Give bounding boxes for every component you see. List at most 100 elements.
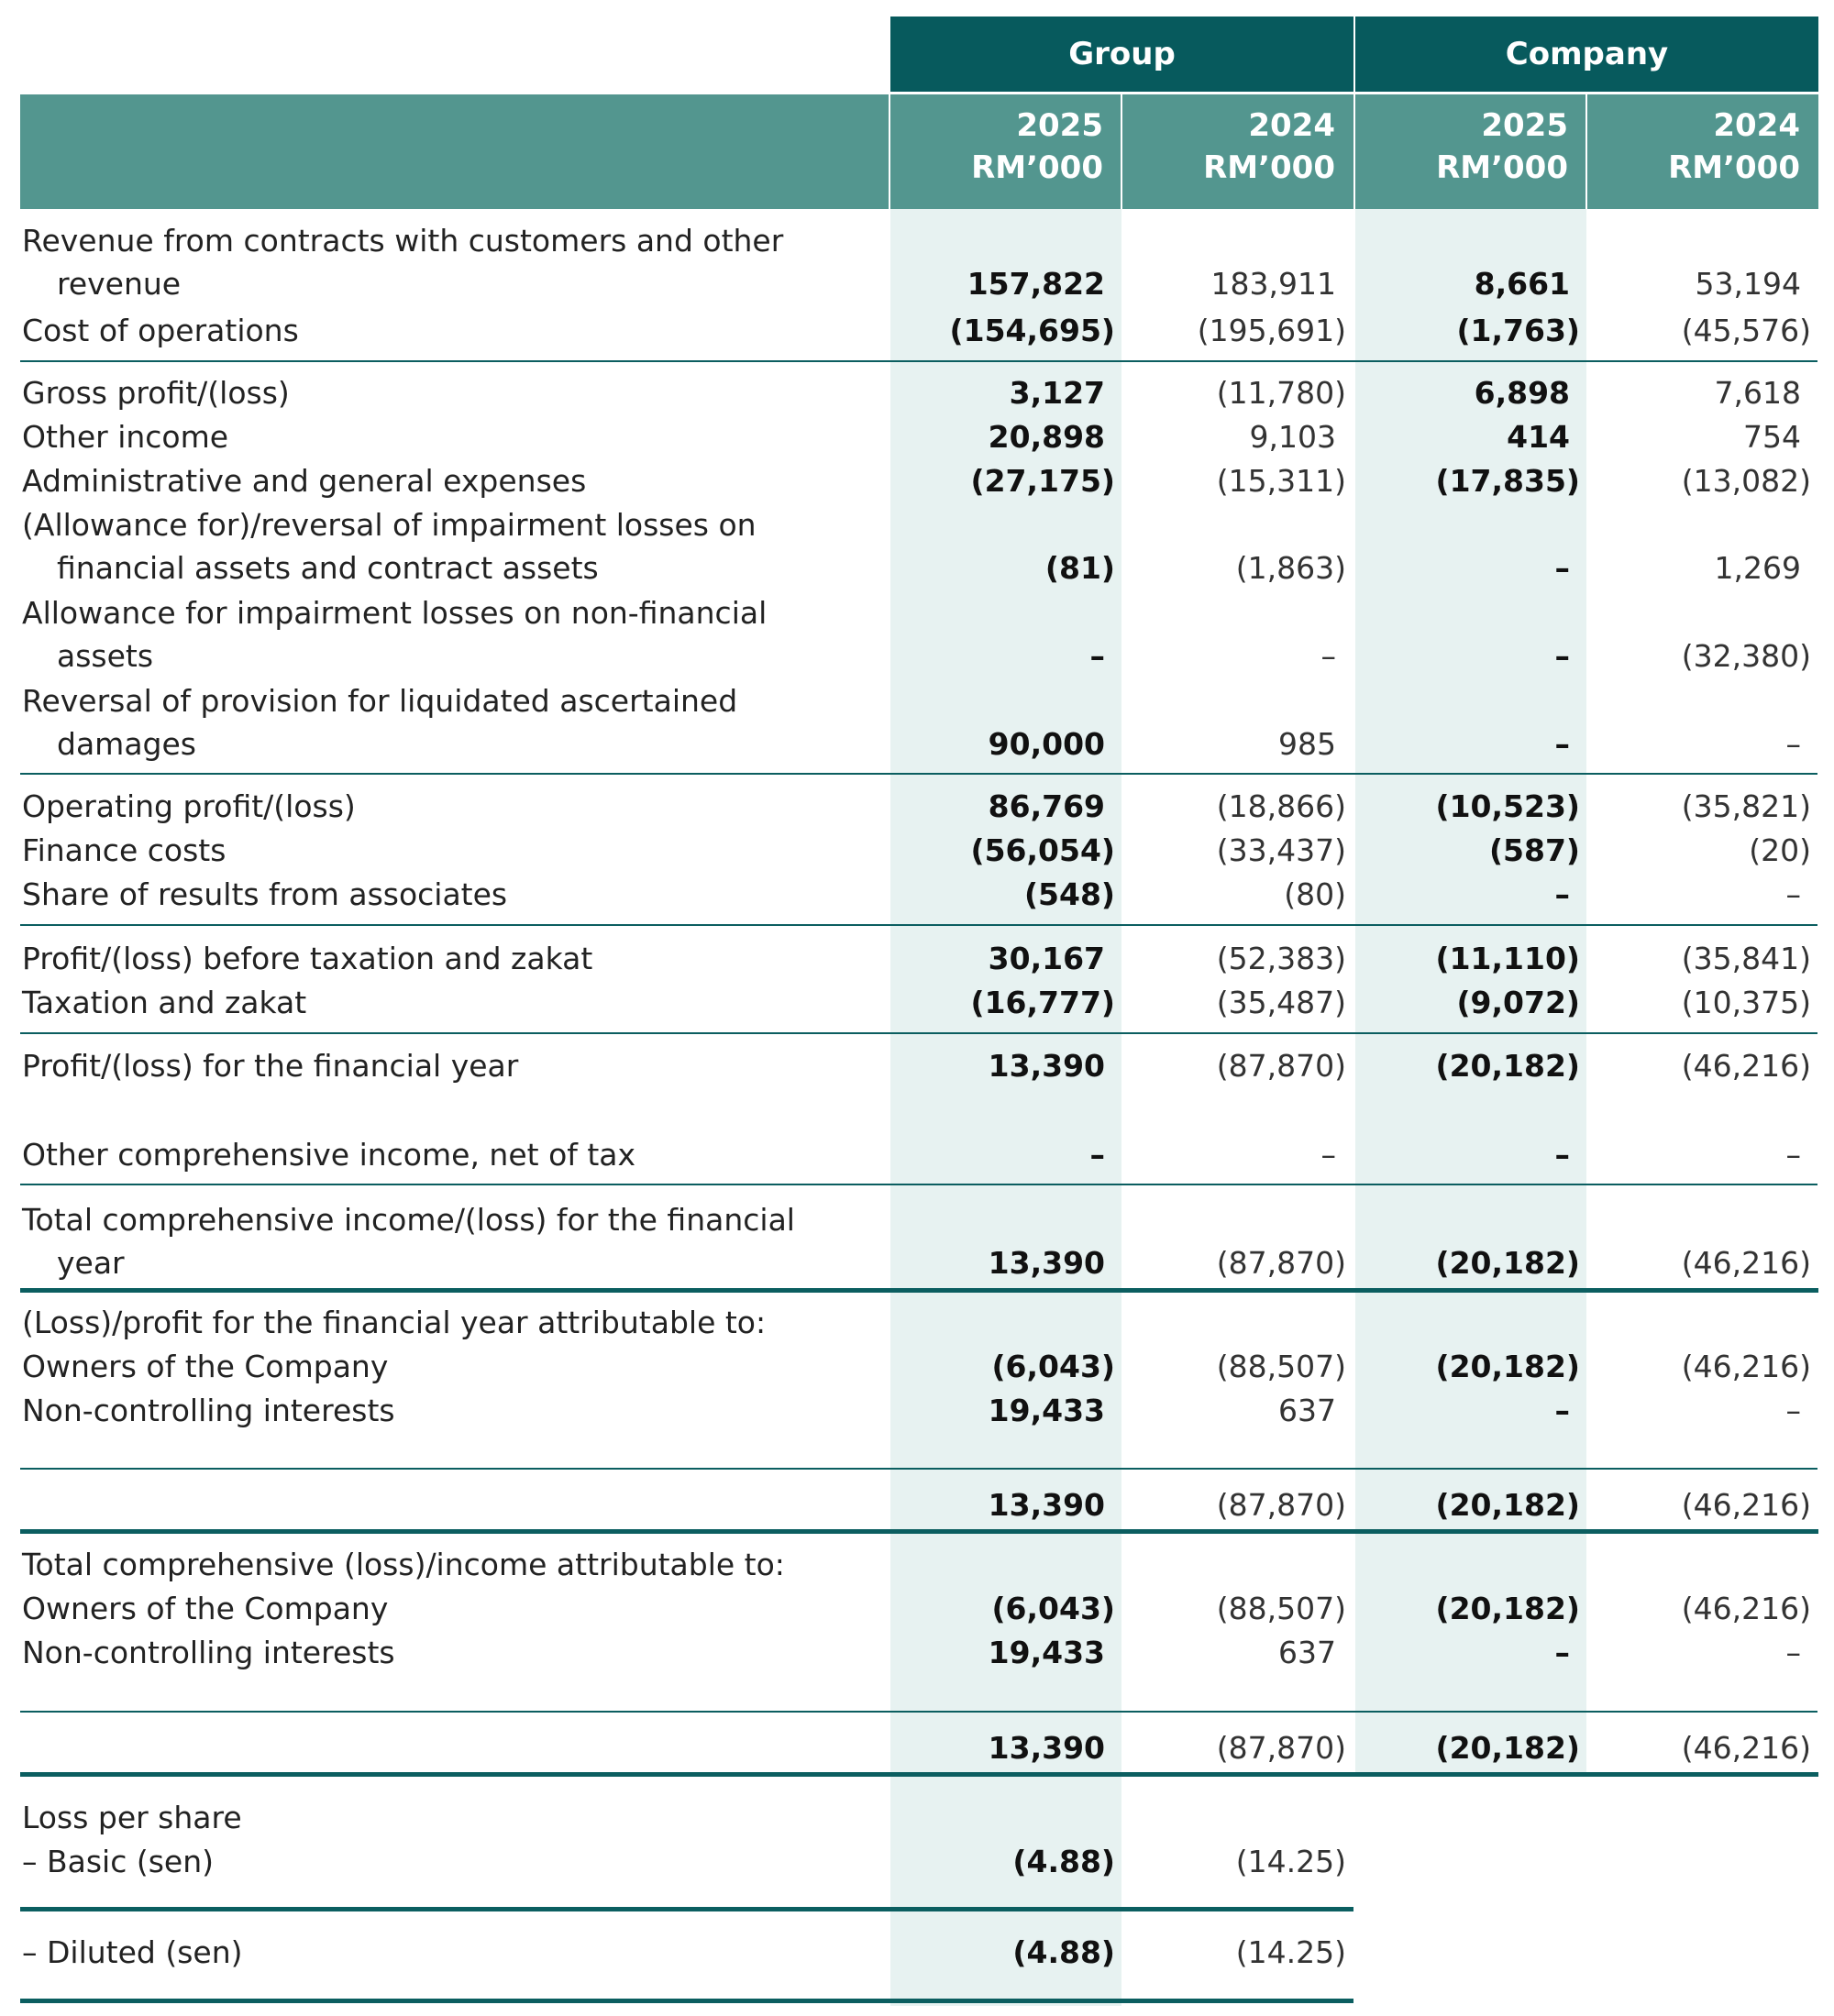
cell-value: (154,695) bbox=[949, 313, 1115, 348]
header-divider bbox=[1121, 94, 1122, 209]
company-2025-column-shade bbox=[1355, 209, 1586, 1777]
row-label: Operating profit/(loss) bbox=[22, 788, 356, 824]
row-label: revenue bbox=[57, 266, 182, 302]
row-label: Gross profit/(loss) bbox=[22, 375, 290, 411]
cell-value: (87,870) bbox=[1216, 1730, 1346, 1766]
row-label: damages bbox=[57, 726, 196, 762]
cell-value: (46,216) bbox=[1681, 1349, 1811, 1384]
cell-value: – bbox=[1554, 726, 1571, 762]
cell-value: – bbox=[1785, 876, 1802, 912]
cell-value: – bbox=[1089, 638, 1106, 674]
row-rule bbox=[20, 1711, 1817, 1713]
cell-value: (14.25) bbox=[1235, 1934, 1346, 1970]
cell-value: (46,216) bbox=[1681, 1730, 1811, 1766]
cell-value: 637 bbox=[1278, 1393, 1336, 1428]
cell-value: 90,000 bbox=[988, 726, 1105, 762]
cell-value: 9,103 bbox=[1249, 419, 1336, 455]
cell-value: (20) bbox=[1749, 832, 1811, 868]
cell-value: (10,523) bbox=[1435, 788, 1580, 824]
column-unit: RM’000 bbox=[971, 149, 1103, 186]
cell-value: (20,182) bbox=[1435, 1487, 1580, 1523]
row-label: (Allowance for)/reversal of impairment l… bbox=[22, 507, 757, 543]
cell-value: (20,182) bbox=[1435, 1591, 1580, 1626]
row-label: Total comprehensive (loss)/income attrib… bbox=[22, 1547, 785, 1582]
cell-value: (80) bbox=[1284, 876, 1346, 912]
cell-value: 13,390 bbox=[988, 1048, 1105, 1084]
column-year: 2024 bbox=[1713, 107, 1800, 144]
cell-value: (46,216) bbox=[1681, 1487, 1811, 1523]
cell-value: (11,110) bbox=[1435, 941, 1580, 976]
cell-value: (35,487) bbox=[1216, 985, 1346, 1020]
cell-value: (88,507) bbox=[1216, 1591, 1346, 1626]
cell-value: (16,777) bbox=[970, 985, 1115, 1020]
row-rule bbox=[20, 773, 1817, 775]
cell-value: (195,691) bbox=[1197, 313, 1346, 348]
header-columns-band bbox=[20, 94, 1818, 209]
row-label: Other income bbox=[22, 419, 229, 455]
column-unit: RM’000 bbox=[1203, 149, 1335, 186]
cell-value: (4.88) bbox=[1012, 1844, 1115, 1879]
cell-value: (587) bbox=[1488, 832, 1580, 868]
cell-value: (4.88) bbox=[1012, 1934, 1115, 1970]
cell-value: – bbox=[1554, 550, 1571, 586]
cell-value: (32,380) bbox=[1681, 638, 1811, 674]
cell-value: (6,043) bbox=[991, 1591, 1115, 1626]
row-label: Total comprehensive income/(loss) for th… bbox=[22, 1202, 795, 1238]
row-label: – Basic (sen) bbox=[22, 1844, 215, 1879]
cell-value: 7,618 bbox=[1714, 375, 1801, 411]
cell-value: (35,821) bbox=[1681, 788, 1811, 824]
cell-value: 183,911 bbox=[1210, 266, 1336, 302]
cell-value: (46,216) bbox=[1681, 1245, 1811, 1281]
column-year: 2025 bbox=[1016, 107, 1103, 144]
row-label: Profit/(loss) before taxation and zakat bbox=[22, 941, 593, 976]
cell-value: (35,841) bbox=[1681, 941, 1811, 976]
row-rule bbox=[20, 1184, 1817, 1185]
row-label: year bbox=[57, 1245, 125, 1281]
cell-value: (9,072) bbox=[1456, 985, 1580, 1020]
row-label: Taxation and zakat bbox=[22, 985, 307, 1020]
cell-value: 414 bbox=[1507, 419, 1570, 455]
cell-value: (548) bbox=[1023, 876, 1115, 912]
cell-value: 13,390 bbox=[988, 1245, 1105, 1281]
cell-value: (18,866) bbox=[1216, 788, 1346, 824]
cell-value: (45,576) bbox=[1681, 313, 1811, 348]
cell-value: (1,863) bbox=[1235, 550, 1346, 586]
row-label: Share of results from associates bbox=[22, 876, 508, 912]
row-label: Non-controlling interests bbox=[22, 1393, 395, 1428]
row-rule bbox=[20, 924, 1817, 926]
cell-value: – bbox=[1320, 638, 1337, 674]
cell-value: 1,269 bbox=[1714, 550, 1801, 586]
cell-value: 20,898 bbox=[988, 419, 1105, 455]
header-separator bbox=[20, 92, 1818, 94]
cell-value: 86,769 bbox=[988, 788, 1105, 824]
cell-value: (33,437) bbox=[1216, 832, 1346, 868]
row-label: Administrative and general expenses bbox=[22, 463, 587, 499]
cell-value: – bbox=[1089, 1137, 1106, 1173]
cell-value: 53,194 bbox=[1695, 266, 1801, 302]
cell-value: (20,182) bbox=[1435, 1245, 1580, 1281]
row-label: Cost of operations bbox=[22, 313, 299, 348]
cell-value: (87,870) bbox=[1216, 1048, 1346, 1084]
cell-value: – bbox=[1554, 1137, 1571, 1173]
cell-value: 985 bbox=[1278, 726, 1336, 762]
cell-value: (13,082) bbox=[1681, 463, 1811, 499]
cell-value: (17,835) bbox=[1435, 463, 1580, 499]
row-label: Other comprehensive income, net of tax bbox=[22, 1137, 636, 1173]
cell-value: (46,216) bbox=[1681, 1591, 1811, 1626]
header-divider bbox=[889, 17, 890, 209]
cell-value: 754 bbox=[1743, 419, 1801, 455]
row-label: Allowance for impairment losses on non-f… bbox=[22, 595, 768, 631]
column-year: 2024 bbox=[1248, 107, 1335, 144]
row-label: assets bbox=[57, 638, 154, 674]
cell-value: (6,043) bbox=[991, 1349, 1115, 1384]
row-label: Revenue from contracts with customers an… bbox=[22, 223, 784, 259]
cell-value: 19,433 bbox=[988, 1393, 1105, 1428]
cell-value: (10,375) bbox=[1681, 985, 1811, 1020]
cell-value: – bbox=[1554, 1635, 1571, 1670]
cell-value: 157,822 bbox=[967, 266, 1105, 302]
cell-value: (15,311) bbox=[1216, 463, 1346, 499]
cell-value: – bbox=[1554, 876, 1571, 912]
company-header: Company bbox=[1505, 36, 1669, 72]
cell-value: – bbox=[1785, 1137, 1802, 1173]
